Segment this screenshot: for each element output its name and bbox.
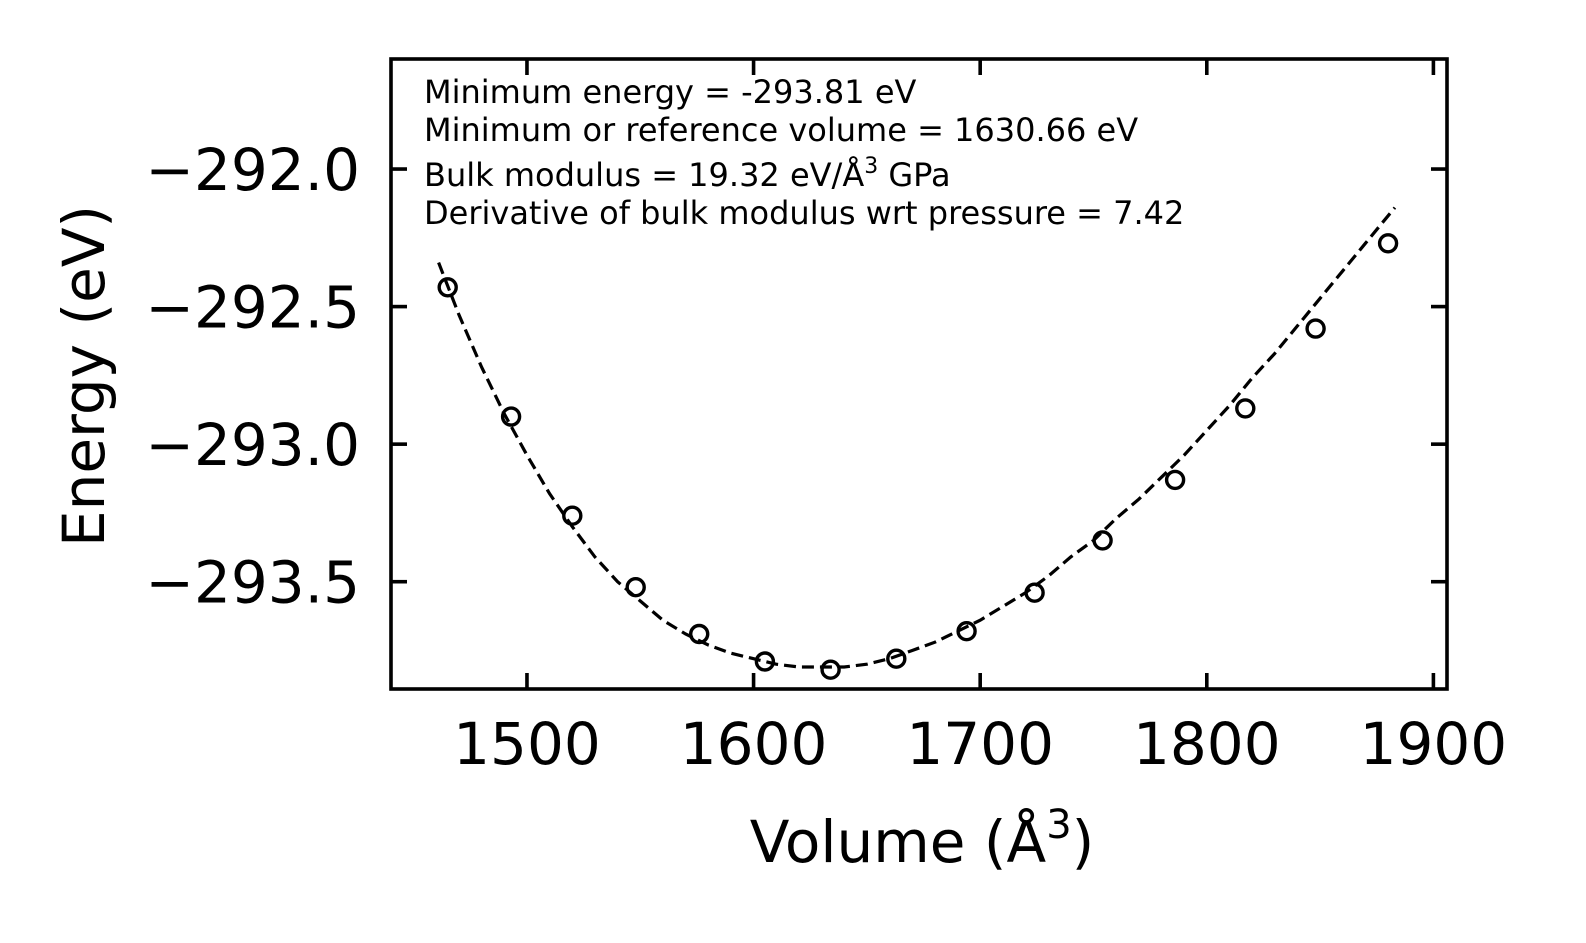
x-tick-label: 1600 [680,710,828,778]
x-tick-label: 1700 [906,710,1054,778]
annotation-derivative: Derivative of bulk modulus wrt pressure … [424,194,1184,232]
data-point [1164,469,1186,491]
data-point [562,505,583,526]
x-axis-label-sup: 3 [1046,802,1071,848]
fit-curve [437,206,1397,669]
x-tick-label: 1500 [453,710,601,778]
data-point [437,277,458,298]
data-point [1024,582,1045,603]
annotation-min-energy: Minimum energy = -293.81 eV [424,73,917,111]
data-point [754,651,776,672]
annotation-bulk-prefix: Bulk modulus = 19.32 eV/Å [424,156,864,194]
data-point [820,659,841,680]
x-axis-label: Volume (Å3) [750,802,1095,876]
y-tick-label: −293.5 [145,549,360,617]
data-point [500,406,522,427]
y-tick-label: −292.0 [145,136,360,204]
annotation-bulk-suffix: GPa [878,156,950,194]
annotation-bulk-sup: 3 [864,154,878,179]
data-point [956,621,977,642]
data-point [689,623,710,645]
x-axis-label-main: Volume (Å [750,807,1047,876]
annotation-block: Minimum energy = -293.81 eV Minimum or r… [424,73,1184,232]
data-point [1305,318,1326,339]
data-point [1092,530,1113,551]
y-axis-label: Energy (eV) [50,205,118,547]
plot-area: 1500 1600 1700 1800 1900 −292.0 −292.5 −293.0 −2… [145,57,1508,778]
y-tick-label: −292.5 [145,274,360,342]
data-point [1235,398,1256,419]
x-tick-label: 1900 [1360,710,1508,778]
data-point [886,648,907,669]
axes-frame [389,57,1449,691]
data-point [1377,233,1399,254]
data-point [625,577,646,598]
annotation-bulk-modulus: Bulk modulus = 19.32 eV/Å3 GPa [424,154,951,194]
x-tick-label: 1800 [1133,710,1281,778]
y-tick-label: −293.0 [145,411,360,479]
annotation-min-volume: Minimum or reference volume = 1630.66 eV [424,111,1138,149]
x-axis-label-close: ) [1072,808,1095,876]
